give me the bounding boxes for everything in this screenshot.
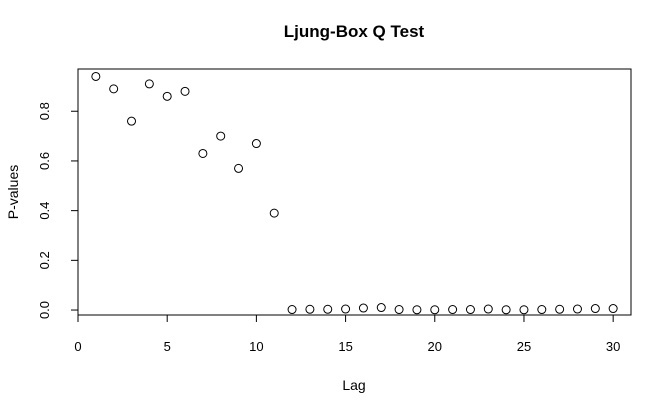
x-tick-label: 30 xyxy=(606,339,620,354)
x-tick-label: 20 xyxy=(428,339,442,354)
data-point xyxy=(501,305,511,315)
data-point xyxy=(162,91,172,101)
y-tick-label: 0.2 xyxy=(37,251,52,269)
data-point xyxy=(537,305,547,315)
data-points xyxy=(91,71,618,315)
x-tick-label: 25 xyxy=(517,339,531,354)
data-point xyxy=(376,303,386,313)
x-tick-label: 0 xyxy=(74,339,81,354)
data-point xyxy=(465,305,475,315)
data-point xyxy=(144,79,154,89)
x-tick-label: 5 xyxy=(164,339,171,354)
data-point xyxy=(555,304,565,314)
data-point xyxy=(483,304,493,314)
y-tick-label: 0.8 xyxy=(37,102,52,120)
data-point xyxy=(216,131,226,141)
data-point xyxy=(341,304,351,314)
data-point xyxy=(519,305,529,315)
data-point xyxy=(412,305,422,315)
x-axis-label: Lag xyxy=(342,377,365,393)
data-point xyxy=(448,305,458,315)
data-point xyxy=(127,116,137,126)
y-axis: 0.0 0.2 0.4 0.6 0.8 xyxy=(37,102,79,319)
y-axis-label: P-values xyxy=(5,165,21,219)
x-tick-label: 15 xyxy=(338,339,352,354)
y-tick-label: 0.4 xyxy=(37,202,52,220)
x-axis: 0 5 10 15 20 25 30 xyxy=(74,314,620,354)
data-point xyxy=(323,304,333,314)
data-point xyxy=(572,304,582,314)
data-point xyxy=(358,303,368,313)
data-point xyxy=(180,86,190,96)
chart-title: Ljung-Box Q Test xyxy=(284,22,425,41)
data-point xyxy=(91,71,101,81)
data-point xyxy=(109,84,119,94)
data-point xyxy=(198,148,208,158)
y-tick-label: 0.6 xyxy=(37,152,52,170)
data-point xyxy=(251,139,261,149)
data-point xyxy=(608,304,618,314)
y-tick-label: 0.0 xyxy=(37,301,52,319)
data-point xyxy=(234,163,244,173)
data-point xyxy=(394,305,404,315)
data-point xyxy=(430,305,440,315)
plot-frame xyxy=(77,68,632,316)
data-point xyxy=(305,304,315,314)
data-point xyxy=(590,304,600,314)
data-point xyxy=(269,208,279,218)
x-tick-label: 10 xyxy=(249,339,263,354)
data-point xyxy=(287,305,297,315)
